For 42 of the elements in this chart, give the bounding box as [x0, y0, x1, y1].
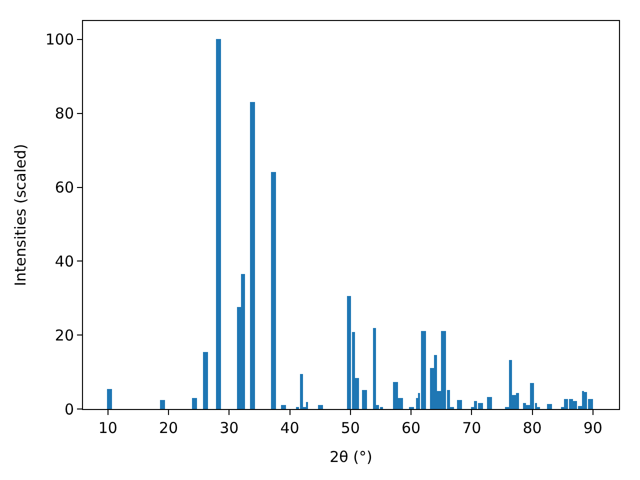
- bar: [441, 331, 446, 409]
- y-tick-label: 80: [54, 104, 74, 123]
- bar: [457, 400, 462, 409]
- bar: [421, 331, 426, 409]
- x-tick-label: 70: [462, 419, 482, 437]
- bar: [516, 393, 519, 409]
- bar: [203, 352, 208, 409]
- bar: [281, 405, 286, 409]
- x-tick-label: 60: [401, 419, 421, 437]
- bar: [373, 328, 376, 409]
- x-tick-label: 90: [583, 419, 602, 437]
- y-tick-label: 20: [54, 326, 74, 344]
- bar: [347, 296, 351, 409]
- y-tick-label: 40: [54, 252, 74, 270]
- bar: [241, 274, 245, 409]
- y-tick-label: 0: [64, 400, 74, 418]
- bar: [530, 383, 534, 409]
- bar: [192, 398, 197, 409]
- bar: [216, 39, 221, 409]
- x-tick-label: 10: [98, 419, 118, 437]
- y-tick-label: 60: [54, 178, 74, 197]
- bar: [434, 355, 437, 409]
- bar: [547, 404, 552, 409]
- x-tick-label: 20: [158, 419, 178, 437]
- x-tick-label: 50: [340, 419, 360, 437]
- x-tick-label: 30: [220, 419, 239, 437]
- bar: [160, 400, 165, 409]
- bar: [300, 374, 303, 409]
- bar: [478, 403, 483, 409]
- y-axis-title: Intensities (scaled): [12, 144, 30, 286]
- x-tick-label: 40: [280, 419, 300, 437]
- x-tick-label: 80: [522, 419, 542, 437]
- bar: [523, 403, 526, 409]
- bar: [318, 405, 323, 409]
- bar: [487, 397, 492, 409]
- x-axis-title: 2θ (°): [330, 448, 372, 466]
- y-tick-label: 100: [45, 30, 74, 49]
- bar: [362, 390, 367, 409]
- bar: [250, 102, 255, 409]
- bar: [107, 389, 112, 409]
- bar: [509, 360, 512, 409]
- bar: [271, 172, 276, 409]
